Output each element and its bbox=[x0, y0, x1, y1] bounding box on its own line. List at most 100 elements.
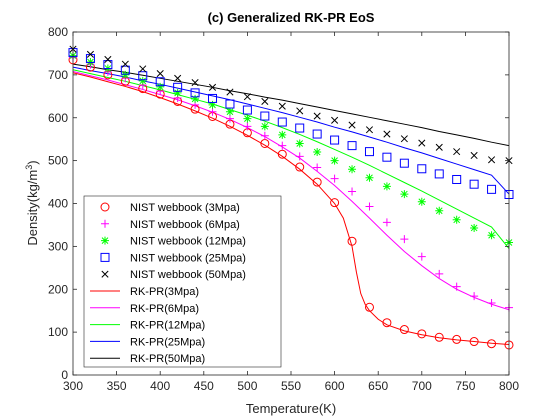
legend-entry: RK-PR(12Mpa) bbox=[90, 320, 205, 332]
x-tick-label: 550 bbox=[281, 379, 301, 393]
data-point bbox=[243, 93, 251, 101]
data-point bbox=[260, 122, 269, 131]
legend-swatch bbox=[100, 202, 110, 212]
data-point bbox=[487, 298, 496, 307]
legend-entry: NIST webbook (6Mpa) bbox=[101, 219, 240, 231]
data-point bbox=[86, 58, 95, 67]
legend-entry: RK-PR(3Mpa) bbox=[90, 286, 199, 298]
data-point bbox=[260, 111, 270, 121]
legend-entry: RK-PR(6Mpa) bbox=[90, 303, 199, 315]
data-point bbox=[331, 116, 339, 124]
legend-label: NIST webbook (12Mpa) bbox=[130, 236, 246, 248]
data-point bbox=[435, 269, 444, 278]
legend-label: RK-PR(12Mpa) bbox=[130, 320, 205, 332]
legend-entry: RK-PR(25Mpa) bbox=[90, 336, 205, 348]
data-point bbox=[312, 129, 322, 139]
series-line-0 bbox=[72, 72, 510, 346]
data-point bbox=[121, 60, 129, 68]
data-point bbox=[226, 88, 234, 96]
data-point bbox=[365, 202, 374, 211]
data-point bbox=[138, 71, 148, 81]
x-tick-label: 300 bbox=[63, 379, 83, 393]
data-point bbox=[278, 102, 286, 110]
x-tick-label: 800 bbox=[499, 379, 519, 393]
series-line-1 bbox=[72, 70, 510, 311]
data-point bbox=[277, 117, 287, 127]
legend-label: RK-PR(25Mpa) bbox=[130, 336, 205, 348]
data-point bbox=[399, 158, 409, 168]
data-point bbox=[417, 252, 426, 261]
data-point bbox=[418, 139, 426, 147]
legend-label: NIST webbook (50Mpa) bbox=[130, 269, 246, 281]
data-point bbox=[156, 82, 165, 91]
data-point bbox=[295, 152, 304, 161]
x-tick-label: 450 bbox=[194, 379, 214, 393]
data-point bbox=[452, 282, 461, 291]
legend-label: NIST webbook (3Mpa) bbox=[130, 202, 240, 214]
data-point bbox=[469, 337, 479, 347]
data-point bbox=[382, 182, 391, 191]
y-tick-label: 800 bbox=[48, 25, 68, 39]
data-point bbox=[383, 130, 391, 138]
data-point bbox=[364, 147, 374, 157]
data-point bbox=[103, 60, 113, 70]
x-axis-label: Temperature(K) bbox=[246, 401, 336, 416]
data-point bbox=[434, 332, 444, 342]
data-point bbox=[434, 169, 444, 179]
y-tick-label: 400 bbox=[48, 197, 68, 211]
series-line-4 bbox=[72, 63, 510, 147]
data-point bbox=[156, 70, 164, 78]
data-point bbox=[313, 148, 322, 157]
y-tick-label: 0 bbox=[61, 368, 68, 382]
legend-swatch bbox=[101, 219, 109, 228]
data-point bbox=[347, 141, 357, 151]
x-tick-label: 650 bbox=[368, 379, 388, 393]
marker-series-4 bbox=[69, 45, 513, 165]
legend: NIST webbook (3Mpa) NIST webbook (6Mpa) NI… bbox=[83, 195, 282, 368]
x-tick-label: 600 bbox=[325, 379, 345, 393]
y-axis-label: Density(kg/m3) bbox=[24, 160, 40, 245]
data-point bbox=[330, 135, 340, 145]
data-point bbox=[173, 88, 182, 97]
data-point bbox=[191, 94, 200, 103]
data-point bbox=[242, 105, 252, 115]
data-point bbox=[417, 329, 427, 339]
legend-label: NIST webbook (25Mpa) bbox=[130, 252, 246, 264]
data-point bbox=[400, 135, 408, 143]
y-axis-label-sup: 3 bbox=[24, 165, 34, 170]
legend-box bbox=[83, 195, 282, 368]
x-tick-label: 350 bbox=[107, 379, 127, 393]
data-point bbox=[225, 99, 235, 109]
data-point bbox=[470, 292, 479, 301]
data-point bbox=[452, 215, 461, 224]
data-point bbox=[453, 148, 461, 156]
data-point bbox=[208, 93, 218, 103]
data-point bbox=[400, 190, 409, 199]
data-point bbox=[155, 77, 165, 87]
marker-series-0 bbox=[68, 55, 514, 350]
x-tick-label: 500 bbox=[237, 379, 257, 393]
legend-label: RK-PR(3Mpa) bbox=[130, 286, 199, 298]
data-point bbox=[277, 149, 287, 159]
data-point bbox=[330, 198, 340, 208]
data-point bbox=[330, 156, 339, 165]
data-point bbox=[470, 151, 478, 160]
data-point bbox=[470, 223, 479, 232]
data-point bbox=[104, 55, 112, 63]
legend-swatch bbox=[101, 270, 109, 278]
data-point bbox=[364, 302, 374, 312]
x-tick-label: 700 bbox=[412, 379, 432, 393]
data-point bbox=[295, 123, 305, 133]
data-point bbox=[435, 143, 443, 151]
data-point bbox=[313, 163, 322, 172]
data-point bbox=[487, 184, 497, 194]
data-point bbox=[348, 121, 356, 129]
data-point bbox=[488, 156, 496, 164]
data-point bbox=[121, 70, 130, 79]
data-point bbox=[382, 218, 391, 227]
y-axis-label-main: Density(kg/m bbox=[25, 170, 40, 246]
chart-title: (c) Generalized RK-PR EoS bbox=[208, 10, 375, 25]
y-tick-label: 500 bbox=[48, 154, 68, 168]
data-point bbox=[348, 187, 357, 196]
